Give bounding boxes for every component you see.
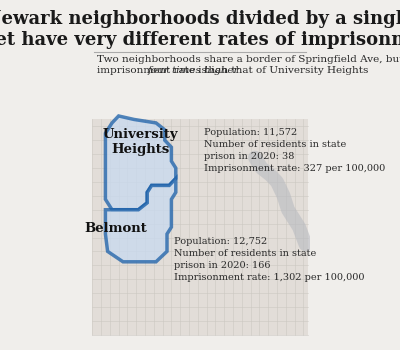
Text: Population: 12,752
Number of residents in state
prison in 2020: 166
Imprisonment: Population: 12,752 Number of residents i… xyxy=(174,238,364,282)
Polygon shape xyxy=(106,178,176,262)
Text: University
Heights: University Heights xyxy=(103,128,178,156)
FancyBboxPatch shape xyxy=(92,119,308,335)
Polygon shape xyxy=(106,116,176,210)
Text: Belmont: Belmont xyxy=(84,222,147,235)
Text: four times higher: four times higher xyxy=(148,66,239,75)
Text: Two neighborhoods share a border of Springfield Ave, but Belmont’s: Two neighborhoods share a border of Spri… xyxy=(97,55,400,64)
Text: imprisonment rate is: imprisonment rate is xyxy=(97,66,210,75)
Text: Newark neighborhoods divided by a single
street have very different rates of imp: Newark neighborhoods divided by a single… xyxy=(0,10,400,49)
Text: than that of University Heights: than that of University Heights xyxy=(201,66,368,75)
Text: Population: 11,572
Number of residents in state
prison in 2020: 38
Imprisonment : Population: 11,572 Number of residents i… xyxy=(204,128,386,173)
